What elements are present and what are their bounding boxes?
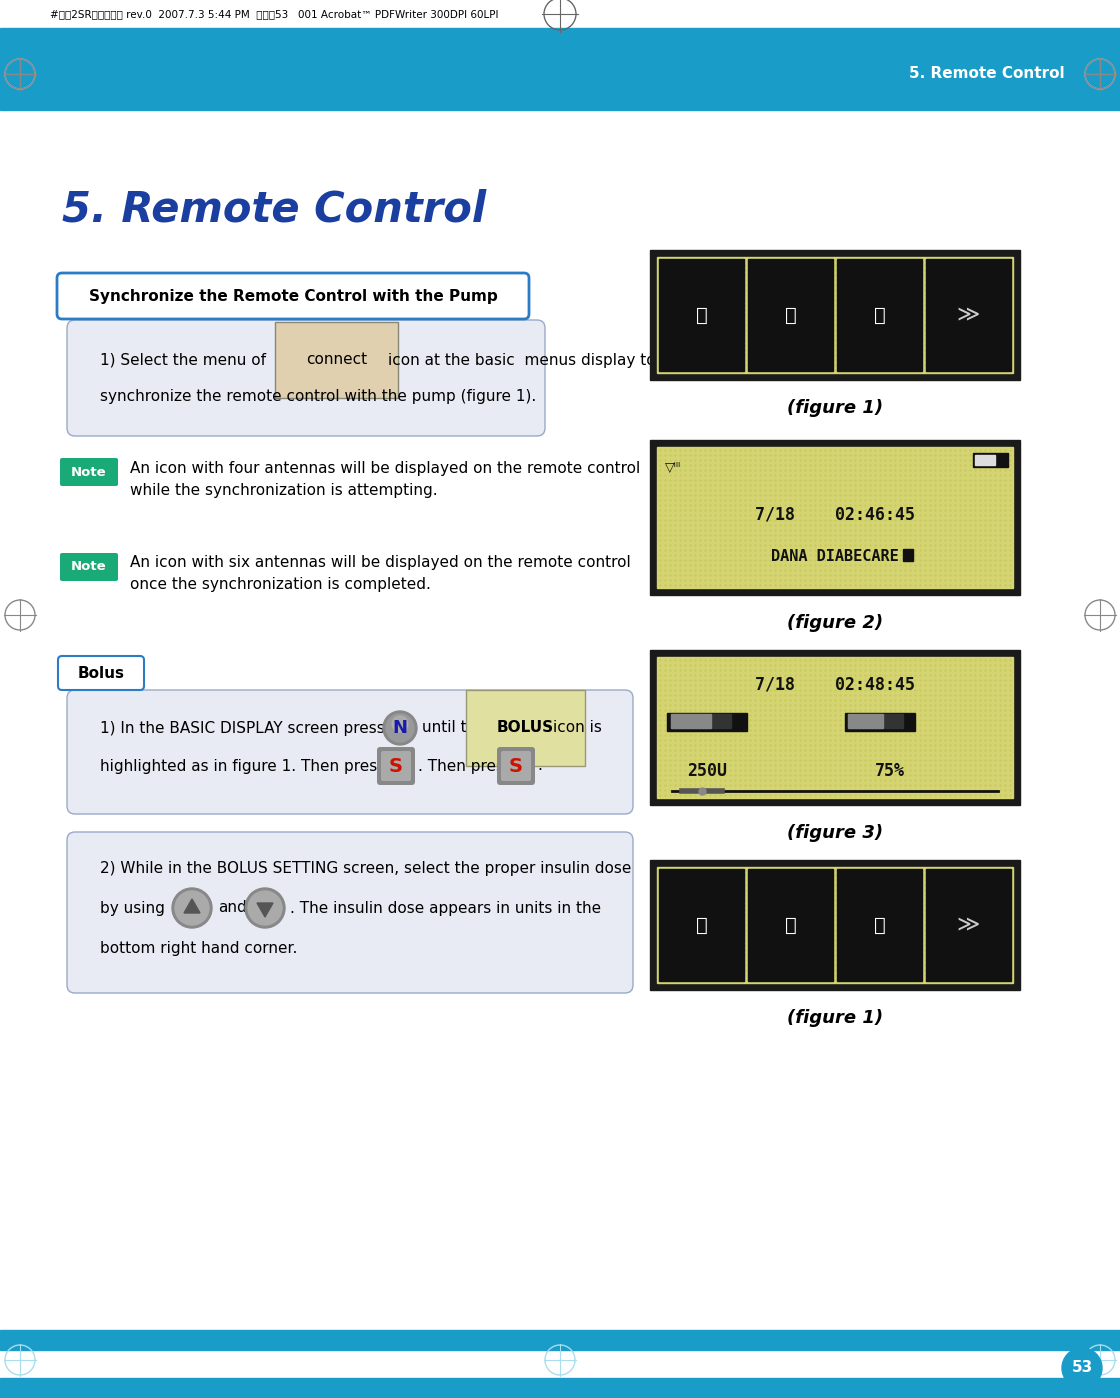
Text: 53: 53 xyxy=(1072,1360,1093,1376)
Text: 5. Remote Control: 5. Remote Control xyxy=(62,189,486,231)
Bar xyxy=(657,657,1012,798)
Text: S: S xyxy=(508,756,523,776)
Text: 75%: 75% xyxy=(875,762,905,780)
Bar xyxy=(0,0,1120,28)
Text: 🕐: 🕐 xyxy=(874,916,886,934)
Text: DANA DIABECARE: DANA DIABECARE xyxy=(772,549,899,563)
Text: (figure 3): (figure 3) xyxy=(787,823,883,842)
Text: #다나2SR영문메뉴얼 rev.0  2007.7.3 5:44 PM  페이지53   001 Acrobat™ PDFWriter 300DPI 60LPI: #다나2SR영문메뉴얼 rev.0 2007.7.3 5:44 PM 페이지53… xyxy=(50,8,498,20)
Text: 7/18    02:46:45: 7/18 02:46:45 xyxy=(755,506,915,523)
Text: S: S xyxy=(389,756,403,776)
Circle shape xyxy=(245,888,284,928)
Text: while the synchronization is attempting.: while the synchronization is attempting. xyxy=(130,482,438,498)
Text: BOLUS: BOLUS xyxy=(497,720,554,735)
Text: An icon with four antennas will be displayed on the remote control: An icon with four antennas will be displ… xyxy=(130,460,641,475)
Bar xyxy=(973,453,1008,467)
Bar xyxy=(837,870,922,981)
FancyBboxPatch shape xyxy=(60,459,118,487)
Text: icon at the basic  menus display to: icon at the basic menus display to xyxy=(388,352,655,368)
FancyBboxPatch shape xyxy=(497,747,535,786)
FancyBboxPatch shape xyxy=(67,320,545,436)
Text: connect: connect xyxy=(306,352,367,368)
Bar xyxy=(903,549,913,561)
Text: Synchronize the Remote Control with the Pump: Synchronize the Remote Control with the … xyxy=(88,288,497,303)
Text: Note: Note xyxy=(72,561,106,573)
Text: N: N xyxy=(392,719,408,737)
Text: 250U: 250U xyxy=(687,762,727,780)
Bar xyxy=(748,259,833,370)
Bar xyxy=(848,713,883,727)
FancyBboxPatch shape xyxy=(67,832,633,993)
FancyBboxPatch shape xyxy=(60,554,118,582)
Bar xyxy=(659,870,744,981)
Text: once the synchronization is completed.: once the synchronization is completed. xyxy=(130,577,431,593)
Polygon shape xyxy=(184,899,200,913)
Bar xyxy=(837,259,922,370)
Text: by using: by using xyxy=(100,900,165,916)
Text: An icon with six antennas will be displayed on the remote control: An icon with six antennas will be displa… xyxy=(130,555,631,570)
Circle shape xyxy=(175,891,209,925)
FancyBboxPatch shape xyxy=(57,273,529,319)
Bar xyxy=(848,713,903,727)
Text: 5. Remote Control: 5. Remote Control xyxy=(909,67,1065,81)
Bar xyxy=(668,713,747,731)
Bar xyxy=(0,1329,1120,1350)
Text: 1) In the BASIC DISPLAY screen press: 1) In the BASIC DISPLAY screen press xyxy=(100,720,385,735)
Circle shape xyxy=(386,714,414,742)
Bar xyxy=(926,259,1011,370)
Text: icon is: icon is xyxy=(553,720,601,735)
Text: 💉: 💉 xyxy=(696,916,708,934)
Bar xyxy=(926,870,1011,981)
Circle shape xyxy=(383,712,417,745)
Bar xyxy=(650,650,1020,805)
Bar xyxy=(650,440,1020,596)
Text: (figure 1): (figure 1) xyxy=(787,1009,883,1028)
Text: ≫: ≫ xyxy=(956,916,980,935)
Circle shape xyxy=(1062,1348,1102,1388)
Circle shape xyxy=(392,716,408,733)
Bar xyxy=(657,867,1012,983)
Bar xyxy=(650,250,1020,380)
FancyBboxPatch shape xyxy=(67,691,633,814)
Text: Note: Note xyxy=(72,466,106,478)
Text: (figure 1): (figure 1) xyxy=(787,398,883,417)
Text: and: and xyxy=(218,900,246,916)
Text: until the: until the xyxy=(422,720,486,735)
Text: highlighted as in figure 1. Then press: highlighted as in figure 1. Then press xyxy=(100,759,385,773)
FancyBboxPatch shape xyxy=(377,747,416,786)
Bar xyxy=(650,860,1020,990)
FancyBboxPatch shape xyxy=(58,656,144,691)
Bar xyxy=(844,713,915,731)
Text: . The insulin dose appears in units in the: . The insulin dose appears in units in t… xyxy=(290,900,601,916)
Bar xyxy=(976,454,995,466)
Bar xyxy=(748,870,833,981)
FancyBboxPatch shape xyxy=(381,751,411,781)
Text: 7/18    02:48:45: 7/18 02:48:45 xyxy=(755,675,915,693)
Polygon shape xyxy=(256,903,273,917)
Text: ≫: ≫ xyxy=(956,305,980,324)
Text: 💉: 💉 xyxy=(696,306,708,324)
Text: Bolus: Bolus xyxy=(77,665,124,681)
Circle shape xyxy=(248,891,282,925)
Text: . Then pres: . Then pres xyxy=(418,759,504,773)
Text: .: . xyxy=(536,759,542,773)
Bar xyxy=(657,257,1012,373)
Bar xyxy=(0,1378,1120,1398)
Text: 2) While in the BOLUS SETTING screen, select the proper insulin dose: 2) While in the BOLUS SETTING screen, se… xyxy=(100,861,632,875)
Bar xyxy=(657,447,1012,589)
Bar xyxy=(0,28,1120,110)
Text: ▽ⁱˡˡ: ▽ⁱˡˡ xyxy=(665,461,681,474)
Text: synchronize the remote control with the pump (figure 1).: synchronize the remote control with the … xyxy=(100,389,536,404)
Text: 🕐: 🕐 xyxy=(874,306,886,324)
Text: (figure 2): (figure 2) xyxy=(787,614,883,632)
Text: 1) Select the menu of: 1) Select the menu of xyxy=(100,352,267,368)
Bar xyxy=(671,713,731,727)
Text: bottom right hand corner.: bottom right hand corner. xyxy=(100,941,298,955)
FancyBboxPatch shape xyxy=(501,751,531,781)
Bar xyxy=(659,259,744,370)
Text: 🔓: 🔓 xyxy=(785,306,796,324)
Text: 🔓: 🔓 xyxy=(785,916,796,934)
Bar xyxy=(671,713,711,727)
Circle shape xyxy=(172,888,212,928)
